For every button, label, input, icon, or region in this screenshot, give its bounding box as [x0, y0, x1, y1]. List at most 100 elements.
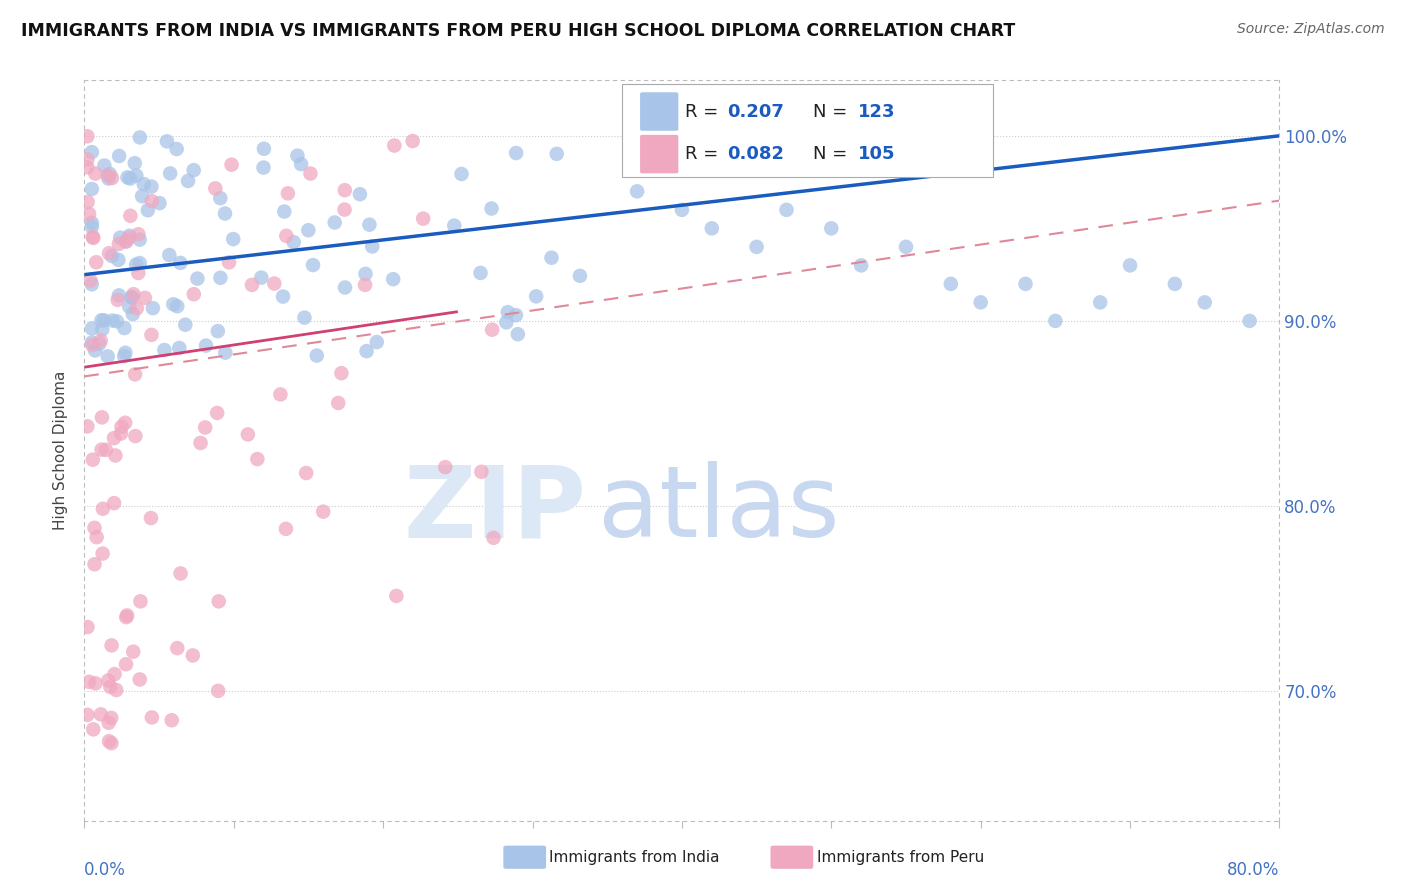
Point — [295, 466, 318, 480]
Point — [97, 171, 120, 186]
Text: IMMIGRANTS FROM INDIA VS IMMIGRANTS FROM PERU HIGH SCHOOL DIPLOMA CORRELATION CH: IMMIGRANTS FROM INDIA VS IMMIGRANTS FROM… — [21, 22, 1015, 40]
Point — [97, 349, 120, 363]
Point — [90, 707, 112, 722]
Text: N =: N = — [814, 145, 853, 163]
Point — [246, 452, 269, 467]
Point — [207, 683, 229, 698]
Point — [104, 449, 127, 463]
Point — [568, 268, 591, 283]
Point — [108, 288, 131, 302]
Point — [83, 558, 105, 572]
Point — [121, 290, 143, 304]
Point — [1045, 314, 1067, 328]
Text: 123: 123 — [858, 103, 896, 120]
Point — [195, 338, 218, 352]
Point — [107, 293, 129, 307]
Point — [82, 231, 104, 245]
Point — [294, 310, 316, 325]
Point — [470, 266, 492, 280]
Point — [333, 202, 356, 217]
Point — [1090, 295, 1112, 310]
Point — [505, 308, 527, 322]
Point — [97, 715, 120, 730]
Point — [209, 270, 232, 285]
Point — [506, 327, 529, 342]
Point — [283, 235, 305, 250]
Point — [167, 341, 190, 355]
Point — [1239, 314, 1261, 328]
Point — [271, 289, 294, 303]
FancyBboxPatch shape — [640, 92, 678, 131]
Point — [700, 221, 723, 235]
Point — [136, 203, 159, 218]
Point — [169, 566, 191, 581]
Point — [546, 146, 568, 161]
Point — [382, 272, 405, 286]
Point — [450, 167, 472, 181]
Point — [108, 236, 131, 251]
Point — [626, 185, 648, 199]
Point — [103, 431, 125, 445]
Point — [91, 501, 114, 516]
Point — [91, 322, 114, 336]
Point — [76, 161, 98, 175]
Point — [1164, 277, 1187, 291]
Point — [412, 211, 434, 226]
Point — [1119, 259, 1142, 273]
Text: R =: R = — [686, 103, 724, 120]
Point — [98, 680, 121, 694]
Point — [252, 161, 274, 175]
Point — [540, 251, 562, 265]
Point — [84, 255, 107, 269]
Point — [276, 228, 298, 243]
Point — [80, 216, 103, 230]
Point — [366, 334, 388, 349]
Point — [93, 159, 115, 173]
Point — [205, 406, 228, 420]
Point — [481, 323, 503, 337]
Point — [134, 291, 156, 305]
Point — [84, 343, 107, 358]
Point — [120, 209, 142, 223]
Point — [90, 313, 112, 327]
Point — [142, 301, 165, 315]
Point — [269, 387, 291, 401]
Point — [115, 235, 138, 249]
Point — [263, 277, 285, 291]
Point — [1014, 277, 1036, 291]
Text: 80.0%: 80.0% — [1227, 862, 1279, 880]
Point — [354, 277, 377, 292]
Point — [124, 429, 146, 443]
Point — [122, 287, 145, 301]
Point — [222, 232, 245, 246]
Point — [118, 300, 141, 314]
Point — [104, 667, 127, 681]
FancyBboxPatch shape — [640, 135, 678, 173]
Point — [240, 277, 263, 292]
Point — [105, 314, 128, 328]
Text: Immigrants from Peru: Immigrants from Peru — [817, 850, 984, 864]
Point — [297, 223, 319, 237]
Point — [162, 297, 184, 311]
Point — [894, 240, 917, 254]
Point — [100, 639, 122, 653]
Point — [359, 218, 381, 232]
Point — [273, 204, 295, 219]
Point — [98, 734, 121, 748]
Point — [90, 442, 112, 457]
Point — [159, 166, 181, 180]
Point — [124, 156, 146, 170]
Point — [132, 177, 155, 191]
Point — [76, 129, 98, 144]
Point — [207, 324, 229, 338]
Point — [312, 505, 335, 519]
Point — [101, 313, 124, 327]
Point — [204, 181, 226, 195]
Point — [83, 521, 105, 535]
Point — [160, 713, 183, 727]
Point — [76, 419, 98, 434]
Point — [118, 231, 141, 245]
Text: 0.207: 0.207 — [727, 103, 785, 120]
Point — [481, 202, 503, 216]
Point — [125, 169, 148, 183]
